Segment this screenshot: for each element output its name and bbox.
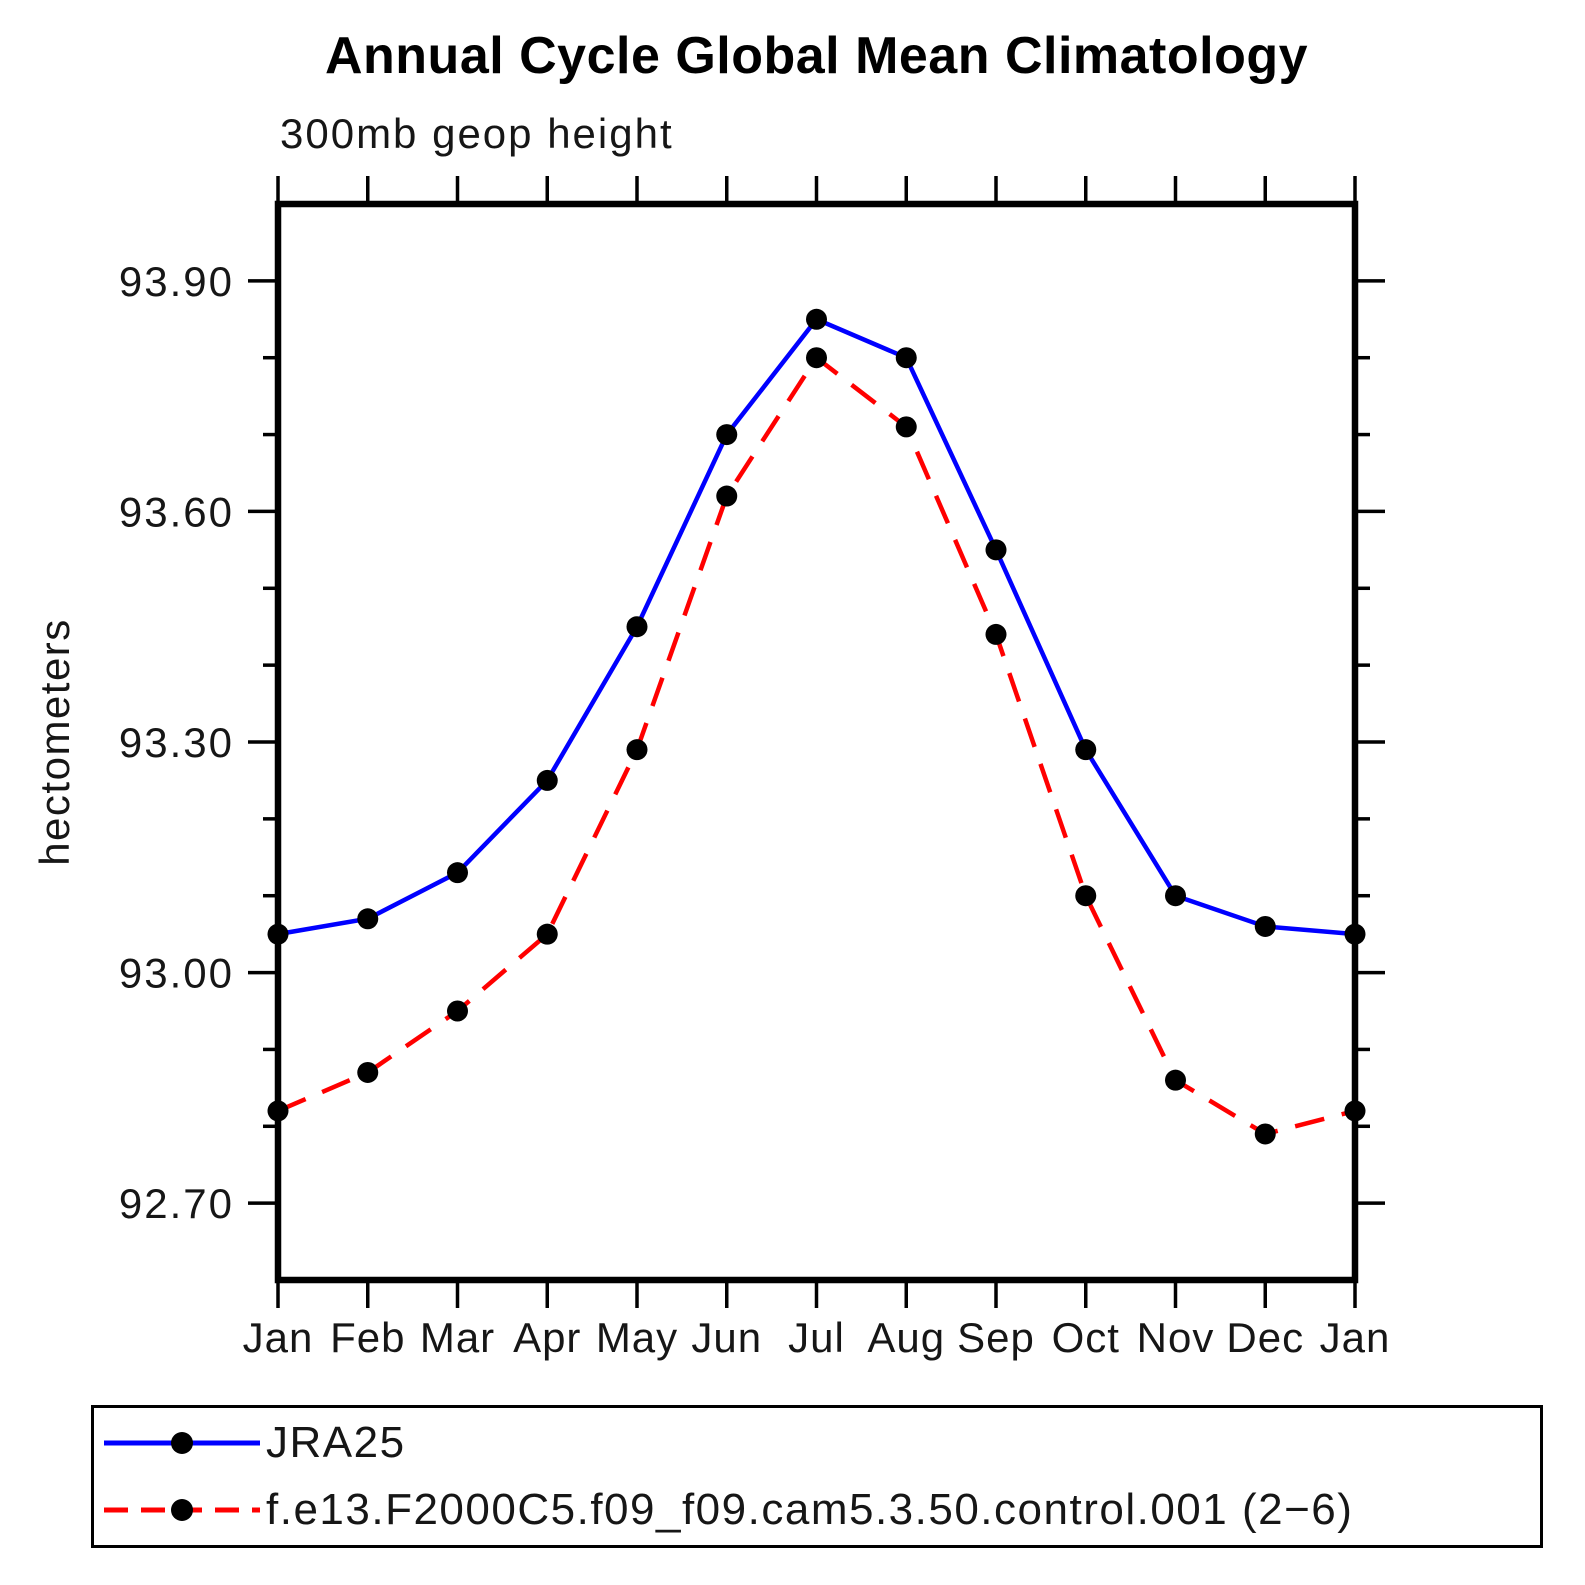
chart-title: Annual Cycle Global Mean Climatology [324, 27, 1309, 85]
legend-marker-icon [171, 1432, 193, 1455]
data-point-marker-1 [357, 1061, 379, 1083]
data-point-marker-0 [716, 424, 738, 446]
data-point-marker-1 [1344, 1100, 1366, 1122]
legend-marker-icon [171, 1498, 193, 1521]
x-tick-label: Mar [420, 1314, 495, 1361]
x-tick-label: Dec [1226, 1314, 1304, 1361]
x-tick-label: Apr [513, 1314, 581, 1361]
series-line-0 [277, 316, 1356, 937]
data-point-marker-0 [985, 539, 1007, 561]
data-point-marker-0 [626, 616, 648, 638]
x-tick-label: Sep [957, 1314, 1035, 1361]
data-point-marker-1 [1254, 1123, 1276, 1145]
data-point-marker-1 [1075, 885, 1097, 907]
y-tick-label: 93.00 [119, 950, 234, 997]
y-tick-label: 92.70 [119, 1180, 234, 1227]
legend-sample-dashed-line [104, 1498, 260, 1521]
x-tick-label: Nov [1137, 1314, 1215, 1361]
data-point-marker-1 [267, 1100, 289, 1122]
y-tick-label: 93.60 [119, 488, 234, 535]
legend-label: JRA25 [266, 1418, 406, 1468]
legend-item-model: f.e13.F2000C5.f09_f09.cam5.3.50.control.… [98, 1479, 1540, 1541]
data-point-marker-0 [895, 347, 917, 369]
x-tick-label: Aug [867, 1314, 945, 1361]
x-tick-label: May [596, 1314, 678, 1361]
data-point-marker-0 [806, 308, 827, 330]
data-point-marker-1 [985, 623, 1007, 645]
data-point-marker-0 [1165, 885, 1186, 907]
data-point-marker-0 [1254, 915, 1276, 937]
legend-sample-solid-line [104, 1432, 260, 1455]
x-tick-label: Jul [788, 1314, 845, 1361]
series-line-1 [277, 354, 1356, 1137]
data-point-marker-1 [536, 923, 558, 945]
x-tick-label: Jan [243, 1314, 314, 1361]
x-tick-label: Jan [1320, 1314, 1391, 1361]
y-tick-label: 93.90 [119, 258, 234, 305]
legend-item-jra25: JRA25 [98, 1412, 1540, 1474]
x-tick-label: Oct [1052, 1314, 1120, 1361]
data-point-marker-0 [1075, 739, 1097, 761]
data-point-marker-0 [447, 862, 468, 884]
data-point-marker-1 [447, 1000, 468, 1022]
data-point-marker-1 [716, 485, 738, 507]
data-point-marker-1 [626, 739, 648, 761]
data-point-marker-1 [1165, 1069, 1186, 1091]
data-point-marker-0 [267, 923, 289, 945]
chart-subtitle: 300mb geop height [280, 110, 674, 157]
data-point-marker-1 [895, 416, 917, 438]
y-tick-label: 93.30 [119, 719, 234, 766]
data-point-marker-0 [536, 769, 558, 791]
data-point-marker-0 [357, 908, 379, 930]
legend-label: f.e13.F2000C5.f09_f09.cam5.3.50.control.… [266, 1484, 1354, 1534]
x-tick-label: Jun [691, 1314, 762, 1361]
legend-box: JRA25 f.e13.F2000C5.f09_f09.cam5.3.50.co… [91, 1405, 1543, 1548]
x-tick-label: Feb [330, 1314, 405, 1361]
data-point-marker-1 [806, 347, 827, 369]
data-point-marker-0 [1344, 923, 1366, 945]
